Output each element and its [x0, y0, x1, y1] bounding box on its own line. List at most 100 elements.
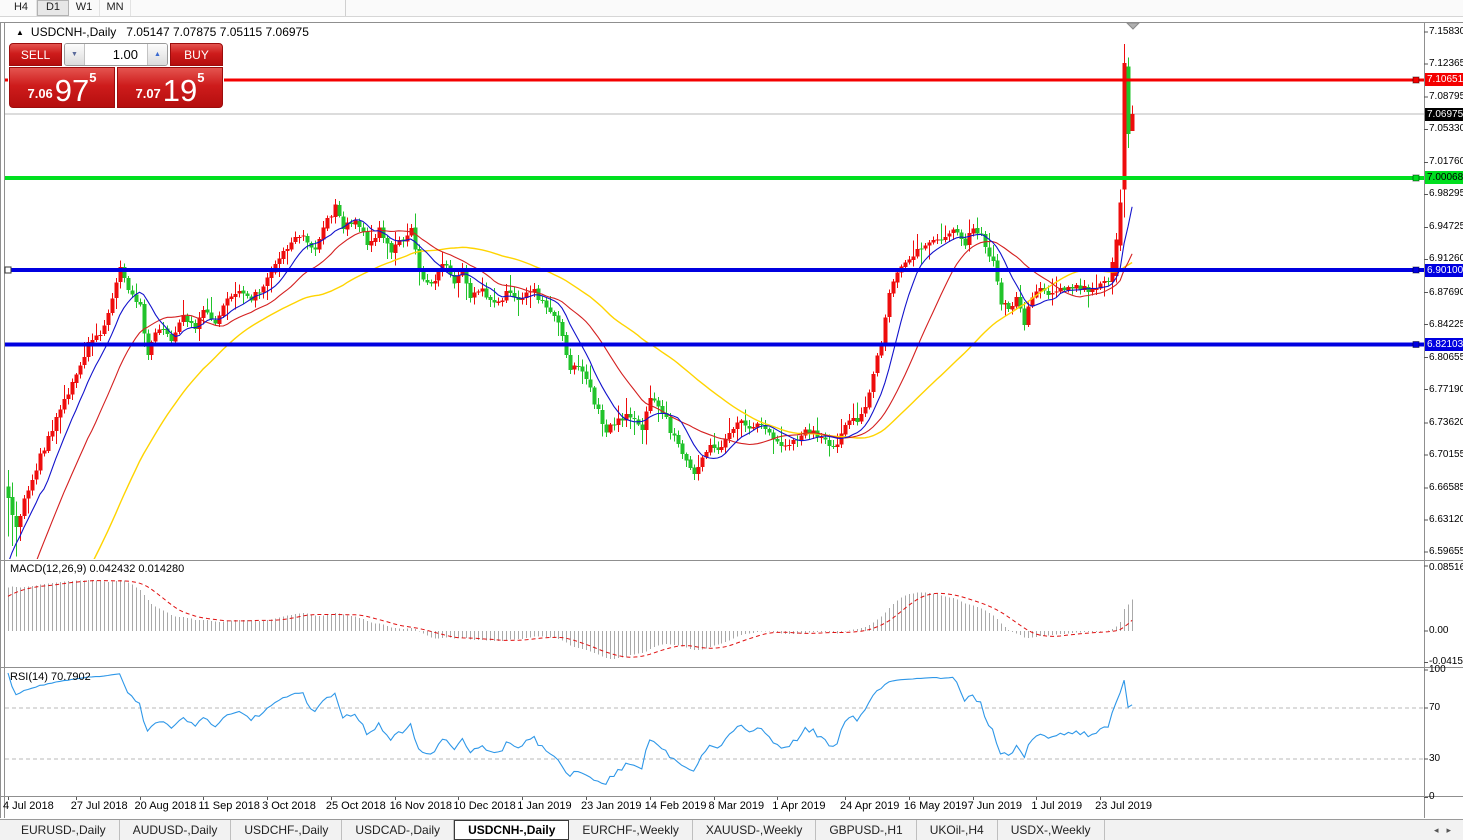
- tabs-scroll-left-icon[interactable]: ◂: [1433, 824, 1439, 835]
- chart-title: ▲ USDCNH-,Daily 7.05147 7.07875 7.05115 7.…: [16, 25, 309, 39]
- timeframe-mn-button[interactable]: MN: [100, 0, 131, 16]
- price-tick-label: 6.63120: [1429, 513, 1463, 525]
- date-label: 24 Apr 2019: [840, 800, 900, 812]
- price-tick-label: 6.94725: [1429, 221, 1463, 233]
- main-price-pane[interactable]: [5, 43, 1424, 702]
- chart-ohlc-values: 7.05147 7.07875 7.05115 7.06975: [126, 25, 309, 39]
- volume-increase-button[interactable]: ▲: [147, 44, 167, 65]
- date-label: 1 Jul 2019: [1031, 800, 1083, 812]
- price-tick-label: 6.66585: [1429, 481, 1463, 493]
- macd-histogram: [8, 579, 1133, 659]
- price-tick-label: 6.87690: [1429, 286, 1463, 298]
- volume-decrease-button[interactable]: ▼: [65, 44, 85, 65]
- last-bar-marker-icon: [1125, 22, 1141, 30]
- tab-audusd-daily[interactable]: AUDUSD-,Daily: [120, 820, 232, 840]
- tab-ukoil-h4[interactable]: UKOil-,H4: [917, 820, 998, 840]
- sell-button[interactable]: SELL: [9, 43, 62, 66]
- date-label: 7 Jun 2019: [967, 800, 1023, 812]
- date-label: 16 Nov 2018: [389, 800, 453, 812]
- chart-tab-bar: EURUSD-,Daily AUDUSD-,Daily USDCHF-,Daily U…: [0, 819, 1463, 840]
- tab-gbpusd-h1[interactable]: GBPUSD-,H1: [816, 820, 917, 840]
- date-label: 25 Oct 2018: [325, 800, 386, 812]
- window-borders: [0, 22, 1463, 818]
- volume-input[interactable]: [85, 44, 147, 65]
- tab-usdchf-daily[interactable]: USDCHF-,Daily: [231, 820, 343, 840]
- macd-signal-line: [7, 580, 1133, 658]
- macd-pane[interactable]: [7, 579, 1133, 659]
- macd-axis-label: -0.041597: [1429, 655, 1463, 667]
- ma-fast-line: [9, 206, 1133, 559]
- level-handle: [1412, 76, 1420, 84]
- level-endpoint-handle: [4, 266, 12, 274]
- date-label: 16 May 2019: [903, 800, 968, 812]
- price-tag: 7.10651: [1425, 73, 1463, 87]
- sell-price-button[interactable]: 7.06 97 5: [9, 67, 115, 108]
- rsi-indicator-label: RSI(14) 70.7902: [10, 671, 91, 683]
- date-label: 3 Oct 2018: [262, 800, 316, 812]
- rsi-axis-label: 70: [1429, 702, 1441, 713]
- date-label: 10 Dec 2018: [453, 800, 516, 812]
- tab-eurchf-weekly[interactable]: EURCHF-,Weekly: [569, 820, 693, 840]
- rsi-pane[interactable]: [5, 672, 1424, 786]
- buy-price-button[interactable]: 7.07 19 5: [117, 67, 223, 108]
- buy-button[interactable]: BUY: [170, 43, 223, 66]
- price-tag: 6.82103: [1425, 337, 1463, 351]
- buy-price-digits: 19: [162, 73, 198, 108]
- date-label: 1 Apr 2019: [772, 800, 826, 812]
- ma-slow-line: [93, 246, 1133, 559]
- price-tick-label: 6.70155: [1429, 448, 1463, 460]
- macd-indicator-label: MACD(12,26,9) 0.042432 0.014280: [10, 563, 185, 575]
- level-handle: [1412, 266, 1420, 274]
- sell-price-prefix: 7.06: [27, 86, 53, 101]
- price-tick-label: 6.59655: [1429, 546, 1463, 558]
- price-tag: 6.90100: [1425, 263, 1463, 277]
- date-label: 11 Sep 2018: [198, 800, 260, 812]
- tab-usdcad-daily[interactable]: USDCAD-,Daily: [342, 820, 455, 840]
- price-tick-label: 6.91260: [1429, 253, 1463, 265]
- candles: [6, 43, 1135, 557]
- axis-ticks: [8, 31, 1428, 800]
- rsi-line: [7, 672, 1133, 786]
- date-label: 27 Jul 2018: [70, 800, 128, 812]
- tab-eurusd-daily[interactable]: EURUSD-,Daily: [8, 820, 120, 840]
- date-label: 1 Jan 2019: [517, 800, 572, 812]
- tab-xauusd-weekly[interactable]: XAUUSD-,Weekly: [693, 820, 817, 840]
- price-tag: 7.06975: [1425, 107, 1463, 121]
- sell-price-digits: 97: [54, 73, 90, 108]
- price-tick-label: 7.12365: [1429, 58, 1463, 70]
- price-tick-label: 7.08795: [1429, 91, 1463, 103]
- chart-window-icon: ▲: [16, 28, 24, 37]
- macd-axis-label: 0.00: [1429, 625, 1449, 636]
- rsi-axis-label: 100: [1429, 663, 1446, 675]
- price-tick-label: 6.80655: [1429, 351, 1463, 363]
- rsi-axis-label: 30: [1429, 753, 1441, 764]
- horizontal-level-lines[interactable]: [4, 76, 1424, 348]
- timeframe-d1-button[interactable]: D1: [37, 0, 69, 16]
- tab-usdx-weekly[interactable]: USDX-,Weekly: [998, 820, 1105, 840]
- timeframe-h4-button[interactable]: H4: [6, 0, 37, 16]
- price-tick-label: 7.15830: [1429, 26, 1463, 38]
- buy-price-pip: 5: [197, 70, 205, 85]
- macd-axis-label: 0.085164: [1429, 562, 1463, 574]
- date-label: 23 Jan 2019: [580, 800, 642, 812]
- tab-usdcnh-daily[interactable]: USDCNH-,Daily: [454, 820, 570, 840]
- rsi-axis-label: 0: [1429, 791, 1435, 803]
- level-handle: [1412, 340, 1420, 348]
- sell-price-pip: 5: [89, 70, 97, 85]
- date-label: 20 Aug 2018: [134, 800, 197, 812]
- price-tick-label: 6.98295: [1429, 188, 1463, 200]
- price-tick-label: 7.01760: [1429, 156, 1463, 168]
- price-tick-label: 6.73620: [1429, 416, 1463, 428]
- chart-symbol-label: USDCNH-,Daily: [30, 25, 117, 39]
- toolbar-separator: [345, 0, 346, 16]
- date-label: 23 Jul 2019: [1095, 800, 1153, 812]
- tabs-scroll-right-icon[interactable]: ▸: [1446, 824, 1451, 835]
- date-label: 14 Feb 2019: [644, 800, 707, 812]
- timeframe-toolbar: H4 D1 W1 MN: [0, 0, 1463, 17]
- level-handle: [1412, 174, 1420, 182]
- timeframe-w1-button[interactable]: W1: [69, 0, 100, 16]
- date-label: 4 Jul 2018: [3, 800, 54, 812]
- buy-price-prefix: 7.07: [135, 86, 161, 101]
